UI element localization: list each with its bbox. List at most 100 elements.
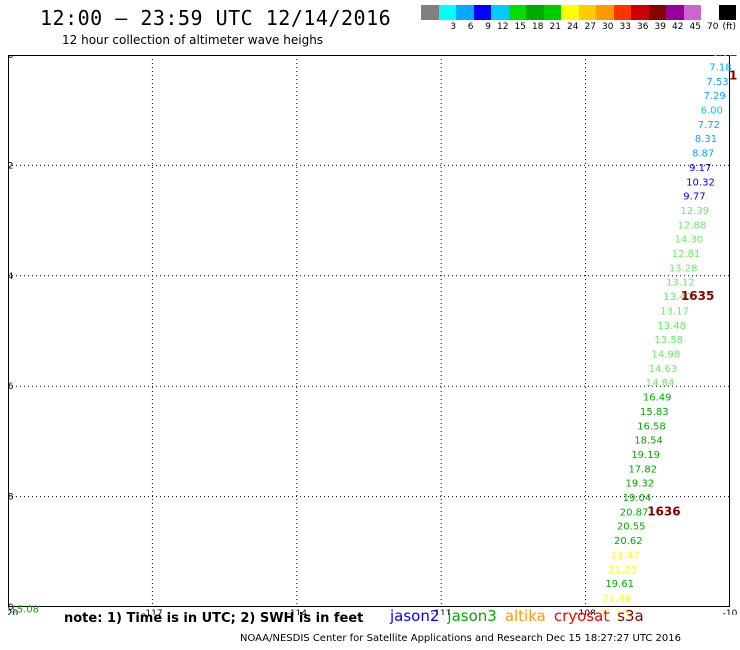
wave-height-value: 7.29: [704, 91, 726, 102]
x-tick-label: -120: [8, 609, 18, 615]
wave-height-value: 7.72: [698, 120, 720, 131]
wave-height-value: 8.87: [692, 149, 714, 160]
wave-height-value: 21.23: [608, 565, 637, 576]
wave-height-value: 8.31: [695, 134, 717, 145]
legend-swatch: [613, 5, 631, 20]
x-tick-label: -114: [287, 609, 308, 615]
wave-height-value: 20.87: [620, 507, 649, 518]
wave-height-value: 14.98: [652, 349, 681, 360]
wave-height-value: 13.58: [654, 335, 683, 346]
legend-label: [421, 22, 439, 34]
wave-height-value: 14.63: [649, 364, 678, 375]
wave-height-value: 19.61: [605, 579, 634, 590]
wave-height-value: 13.48: [657, 321, 686, 332]
wave-height-value: 21.16: [600, 608, 629, 615]
y-tick-label: 48: [8, 493, 14, 503]
legend-label: 6: [467, 22, 474, 32]
note-text: note: 1) Time is in UTC; 2) SWH is in fe…: [64, 611, 364, 626]
legend-label: 3: [450, 22, 456, 32]
legend-swatch: [648, 5, 666, 20]
wave-height-value: 12.39: [680, 206, 709, 217]
pass-time-label: 1636: [647, 504, 680, 518]
y-tick-label: 50: [8, 603, 14, 613]
color-legend-bar: [421, 5, 736, 20]
legend-label: (ft): [722, 22, 736, 32]
wave-height-value: 20.62: [614, 536, 643, 547]
legend-swatch: [438, 5, 456, 20]
legend-swatch: [491, 5, 509, 20]
legend-swatch: [508, 5, 526, 20]
legend-swatch: [456, 5, 474, 20]
wave-height-value: 19.32: [626, 479, 655, 490]
satellite-legend-jason3: jason3: [447, 607, 497, 625]
legend-label: 27: [584, 22, 596, 32]
wave-height-value: 21.47: [611, 550, 640, 561]
wave-height-value: 12.88: [678, 220, 707, 231]
wave-height-value: 20.55: [617, 522, 646, 533]
satellite-legend-cryosat: cryosat: [553, 607, 610, 625]
legend-label: 45: [689, 22, 701, 32]
wave-height-value: 14.84: [646, 378, 675, 389]
map-title: 12:00 – 23:59 UTC 12/14/2016: [40, 6, 392, 30]
wave-height-value: 7.53: [706, 77, 728, 88]
wave-height-value: 19.19: [631, 450, 660, 461]
wave-height-value: 9.17: [689, 163, 711, 174]
wave-height-value: 7.18: [709, 62, 731, 73]
wave-height-value: 15.83: [640, 407, 669, 418]
x-tick-label: -111: [431, 609, 451, 615]
legend-label: 36: [637, 22, 649, 32]
map-subtitle: 12 hour collection of altimeter wave hei…: [62, 33, 324, 47]
y-tick-label: 44: [8, 272, 14, 282]
legend-swatch: [631, 5, 649, 20]
wave-height-value: 15.08: [10, 605, 39, 615]
y-tick-label: 46: [8, 382, 14, 392]
map-frame: [8, 55, 730, 607]
color-legend-labels: 3 6 9 12 15 18 21 24 27 30 33 36 39 42 45 70 (ft): [421, 22, 736, 34]
legend-label: 15: [514, 22, 526, 32]
legend-swatch: [526, 5, 544, 20]
satellite-legend-jason2: jason2: [390, 607, 440, 625]
satellite-legend-altika: altika: [504, 607, 546, 625]
legend-swatch: [718, 5, 736, 20]
wave-height-value: 16.49: [643, 393, 672, 404]
y-tick-label: 40: [8, 55, 14, 61]
x-tick-label: -10: [723, 609, 738, 615]
wave-height-value: 16.58: [637, 421, 666, 432]
legend-swatch: [561, 5, 579, 20]
legend-swatch: [666, 5, 684, 20]
pass-time-label: 1635: [681, 289, 714, 303]
legend-swatch: [578, 5, 596, 20]
legend-label: 70: [707, 22, 719, 32]
wave-height-value: 13.28: [669, 263, 698, 274]
pass-time-label: 16: [729, 68, 738, 82]
legend-swatch: [701, 5, 719, 20]
legend-label: 24: [567, 22, 579, 32]
x-tick-label: -117: [142, 609, 162, 615]
legend-label: 18: [532, 22, 544, 32]
legend-label: 42: [672, 22, 684, 32]
wave-height-value: 14.30: [675, 235, 704, 246]
wave-height-value: 21.49: [602, 593, 631, 604]
wave-height-value: 9.77: [683, 192, 705, 203]
legend-label: 9: [485, 22, 491, 32]
legend-label: 30: [602, 22, 614, 32]
satellite-legend-s3a: s3a: [617, 607, 644, 625]
wave-height-value: 13.12: [666, 278, 695, 289]
wave-height-map: 40 42 44 46 48 50-120 -117 -114 -111 -108 -10 6.61 7…: [8, 55, 738, 615]
wave-height-value: 17.82: [628, 464, 657, 475]
satellite-legend: jason2 jason3 altika cryosat s3a: [390, 607, 652, 625]
wave-height-value: 6.00: [701, 106, 723, 117]
wave-height-value: 13.40: [663, 292, 692, 303]
y-tick-label: 42: [8, 161, 13, 171]
wave-height-value: 6.61: [712, 55, 734, 59]
legend-swatch: [473, 5, 491, 20]
wave-height-value: 10.32: [686, 177, 715, 188]
footer-credit: NOAA/NESDIS Center for Satellite Applica…: [240, 633, 682, 644]
x-tick-label: -108: [575, 609, 596, 615]
legend-swatch: [421, 5, 439, 20]
wave-height-value: 12.81: [672, 249, 701, 260]
legend-swatch: [683, 5, 701, 20]
legend-swatch: [596, 5, 614, 20]
wave-height-value: 19.04: [623, 493, 652, 504]
pass-time-label: 1: [729, 55, 737, 59]
